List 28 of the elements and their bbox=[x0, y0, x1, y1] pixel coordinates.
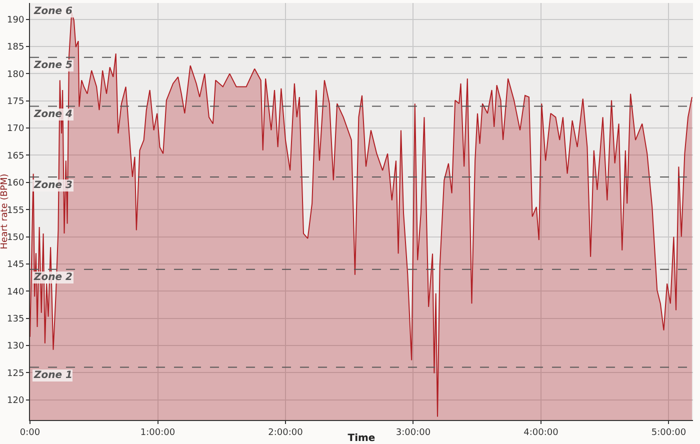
y-tick-label: 125 bbox=[7, 368, 24, 379]
y-tick-label: 155 bbox=[7, 206, 24, 216]
band-label: Zone 5 bbox=[33, 60, 73, 71]
band-label: Zone 4 bbox=[33, 109, 73, 120]
y-tick-label: 160 bbox=[7, 178, 24, 189]
y-tick-label: 130 bbox=[7, 342, 24, 352]
x-tick-label: 5:00:00 bbox=[651, 428, 686, 438]
band-label: Zone 3 bbox=[33, 180, 73, 191]
y-tick-label: 180 bbox=[7, 70, 24, 80]
band-label: Zone 2 bbox=[33, 272, 73, 283]
band-label: Zone 1 bbox=[33, 370, 72, 381]
y-tick-label: 190 bbox=[7, 15, 24, 26]
x-tick-label: 0:00 bbox=[20, 428, 40, 438]
y-tick-label: 175 bbox=[7, 97, 24, 108]
y-tick-label: 135 bbox=[7, 314, 24, 324]
y-tick-label: 185 bbox=[7, 42, 24, 53]
x-axis-title: Time bbox=[348, 433, 376, 444]
y-tick-label: 150 bbox=[7, 232, 24, 243]
y-tick-label: 145 bbox=[7, 260, 24, 270]
x-tick-label: 2:00:00 bbox=[268, 428, 304, 438]
x-tick-label: 4:00:00 bbox=[524, 428, 559, 438]
y-tick-label: 170 bbox=[7, 124, 24, 134]
x-tick-label: 3:00:00 bbox=[396, 428, 431, 438]
x-tick-label: 1:00:00 bbox=[140, 428, 176, 438]
y-tick-label: 140 bbox=[7, 287, 24, 298]
y-tick-label: 120 bbox=[7, 396, 24, 406]
band-label: Zone 6 bbox=[33, 6, 73, 17]
y-tick-label: 165 bbox=[7, 151, 24, 162]
